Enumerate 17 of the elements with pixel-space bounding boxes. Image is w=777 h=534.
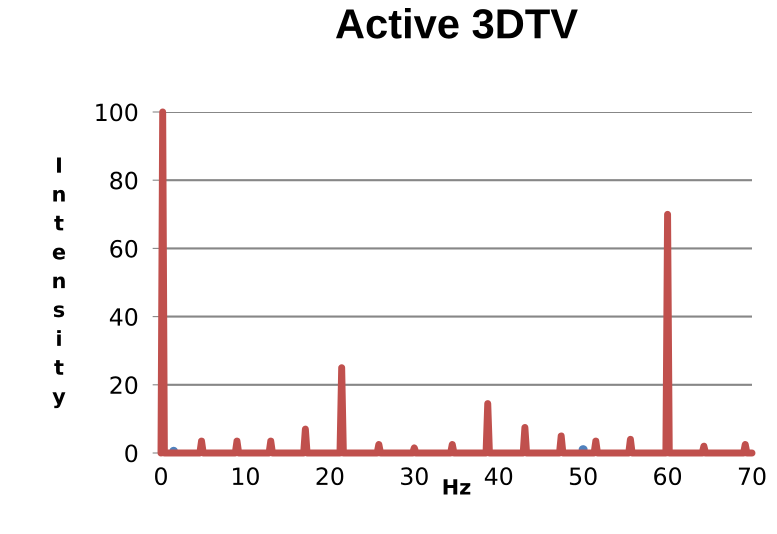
- x-tick-label: 0: [155, 467, 167, 486]
- x-tick-label: 40: [484, 467, 512, 486]
- x-tick-label: 60: [654, 467, 682, 486]
- y-tick-label: 20: [110, 376, 138, 394]
- text: Intensity: [52, 158, 66, 408]
- y-tick-label: 80: [110, 172, 138, 190]
- y-tick-label: 60: [110, 240, 138, 258]
- x-tick-label: 10: [233, 467, 259, 486]
- x-tick-label: 50: [570, 467, 597, 486]
- chart-title: Active 3DTV: [336, 8, 578, 39]
- x-tick-label: 70: [738, 467, 766, 486]
- y-tick-label: 0: [125, 444, 138, 462]
- x-tick-label: 20: [316, 467, 344, 486]
- x-axis-title: Hz: [444, 479, 470, 494]
- y-tick-label: 40: [110, 308, 138, 326]
- x-tick-label: 30: [401, 467, 428, 486]
- y-tick-label: 100: [96, 103, 138, 122]
